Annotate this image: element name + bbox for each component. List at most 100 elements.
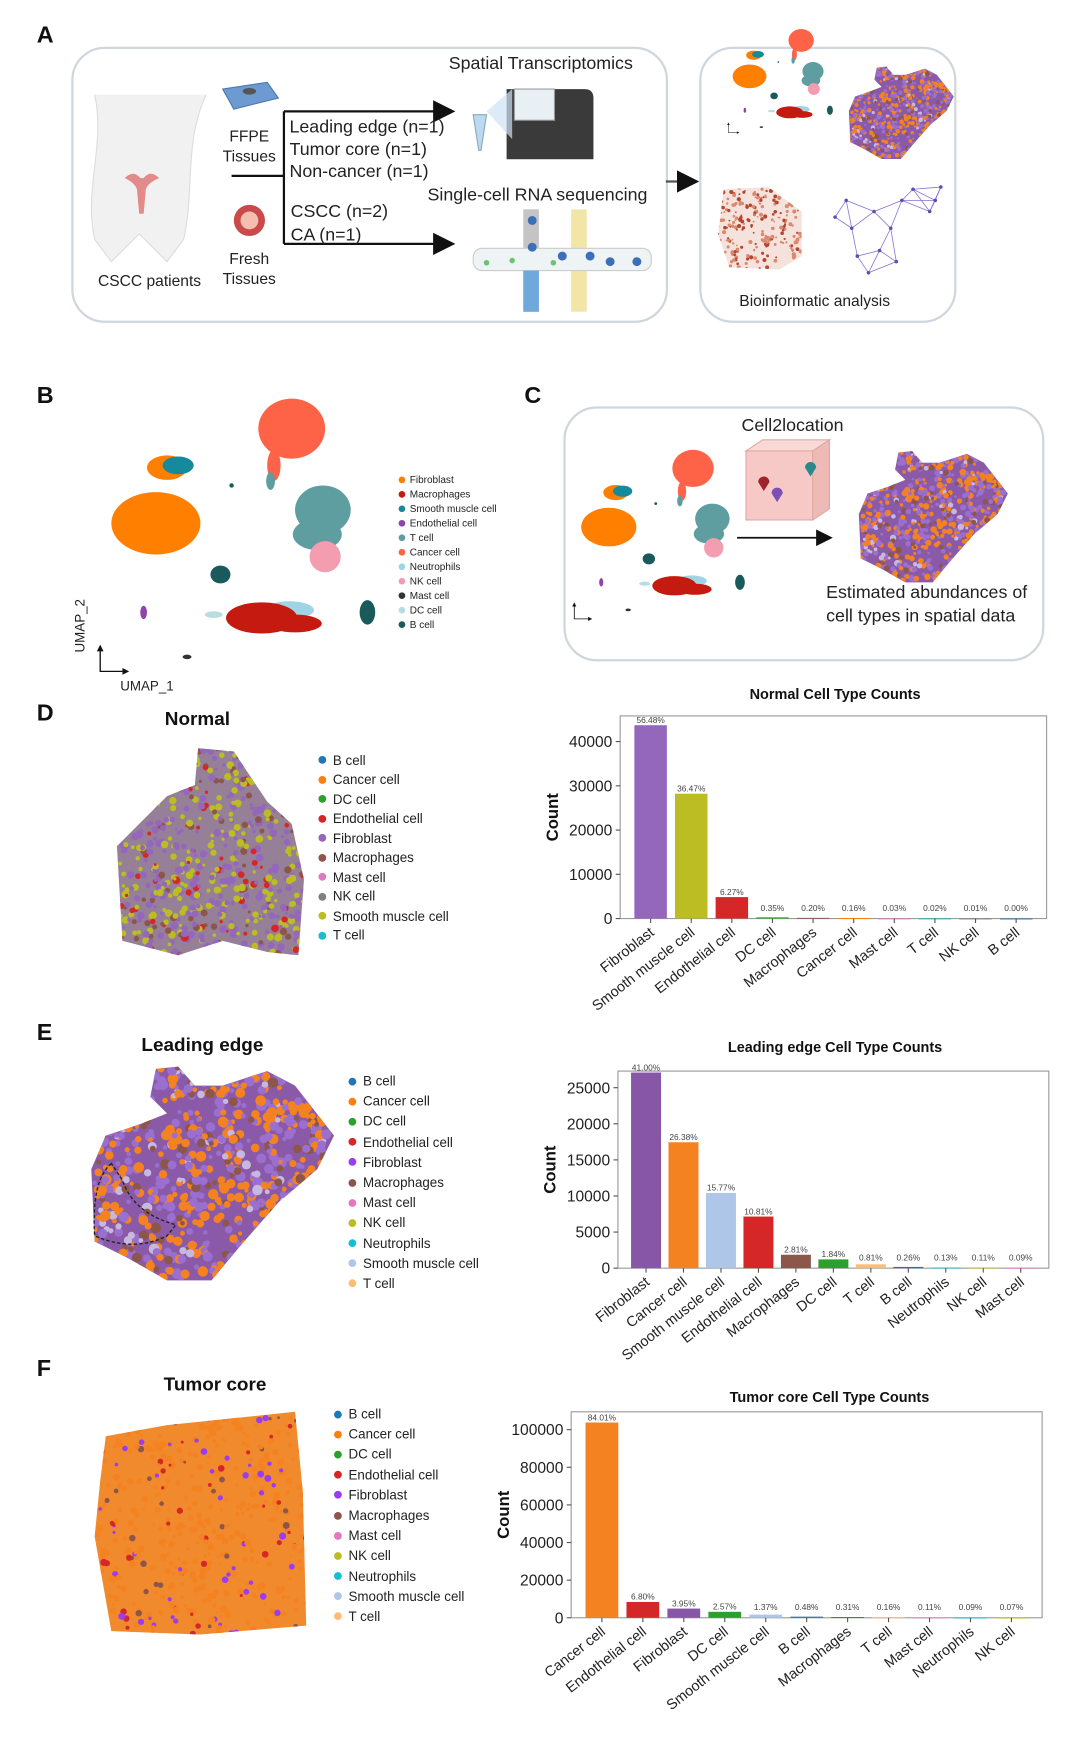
legend-label: Cancer cell: [362, 1093, 430, 1110]
umap-plot-c: [571, 449, 746, 622]
legend-swatch: [318, 814, 327, 823]
bar-data-label: 0.26%: [896, 1252, 920, 1262]
legend-item: Cancer cell: [334, 1424, 464, 1444]
bar-chart: Normal Cell Type Counts Count 0 10000 20000 3…: [543, 687, 1048, 1015]
network-edge: [834, 216, 852, 229]
cell-bead-icon: [527, 215, 537, 225]
y-tick-label: 20000: [567, 1116, 611, 1133]
legend-swatch: [334, 1410, 342, 1419]
legend-label: NK cell: [362, 1215, 406, 1231]
legend-label: Macrophages: [348, 1507, 430, 1524]
network-node: [849, 226, 854, 231]
legend-item: B cell: [348, 1071, 478, 1091]
y-tick-label: 0: [604, 911, 613, 928]
panel-label-a: A: [36, 22, 54, 48]
y-tick-label: 80000: [520, 1460, 564, 1477]
bar: [818, 1259, 849, 1269]
bar: [708, 1611, 742, 1618]
bar: [674, 793, 708, 919]
y-tick-label: 20000: [569, 823, 613, 840]
bar-data-label: 15.77%: [707, 1183, 736, 1193]
legend-item: Mast cell: [348, 1193, 478, 1213]
tube-icon: [472, 114, 488, 151]
legend-label: Smooth muscle cell: [348, 1588, 465, 1605]
legend-label: Mast cell: [332, 869, 386, 885]
umap-plot-b: [96, 397, 376, 676]
bar-data-label: 36.47%: [677, 783, 706, 793]
legend-item: Smooth muscle cell: [334, 1586, 464, 1606]
legend-swatch: [318, 775, 327, 784]
method-label: Cell2location: [741, 416, 844, 436]
y-axis-label: Count: [541, 1145, 560, 1194]
legend-swatch: [334, 1612, 342, 1621]
bar: [930, 1267, 961, 1269]
legend-label: Fibroblast: [409, 473, 454, 485]
legend-swatch: [398, 490, 406, 498]
cell2location-tissue-map: [857, 449, 1010, 585]
bar: [667, 1608, 701, 1618]
bar: [668, 1142, 699, 1269]
legend-swatch: [348, 1138, 357, 1146]
laser-beam: [486, 89, 513, 140]
network-node: [933, 198, 938, 203]
legend-swatch: [348, 1239, 357, 1248]
normal-tissue-map: [113, 745, 305, 959]
legend-swatch: [318, 931, 327, 940]
umap-plot-analysis: [726, 28, 834, 135]
legend-swatch: [318, 756, 327, 765]
legend-swatch: [348, 1077, 357, 1086]
network-edge: [851, 211, 875, 229]
cell-bead-icon: [605, 257, 615, 267]
legend-item: Endothelial cell: [318, 809, 448, 828]
legend-swatch: [348, 1259, 357, 1268]
network-edge: [912, 188, 936, 201]
legend-item: DC cell: [334, 1444, 464, 1464]
legend-swatch: [348, 1097, 357, 1106]
cell-bead-icon: [632, 257, 642, 267]
bar: [831, 1617, 864, 1618]
legend-label: Mast cell: [362, 1194, 416, 1211]
network-edge: [856, 255, 869, 273]
bar: [634, 725, 667, 919]
legend-swatch: [334, 1450, 342, 1459]
legend-item: Fibroblast: [318, 828, 448, 847]
bar-data-label: 26.38%: [669, 1132, 698, 1142]
x-tick-label: DC cell: [794, 1274, 841, 1315]
legend-swatch: [348, 1117, 357, 1126]
legend-item: DC cell: [348, 1112, 478, 1132]
x-tick-label: B cell: [985, 925, 1023, 959]
x-tick-label: T cell: [841, 1274, 878, 1308]
legend-label: Endothelial cell: [348, 1467, 439, 1483]
network-edge: [912, 189, 931, 212]
bar: [743, 1216, 774, 1269]
network-node: [927, 209, 932, 214]
leading-edge-legend: B cell Cancer cell DC cell Endothelial cell…: [348, 1071, 479, 1294]
legend-swatch: [398, 606, 406, 613]
legend-swatch: [398, 548, 406, 556]
legend-label: B cell: [348, 1406, 382, 1422]
legend-item: T cell: [398, 530, 497, 544]
y-tick-label: 40000: [520, 1535, 564, 1552]
tumor-core-title: Tumor core: [163, 1373, 267, 1396]
legend-item: Cancer cell: [398, 544, 497, 558]
network-edge: [834, 200, 847, 218]
chart-title: Leading edge Cell Type Counts: [728, 1040, 942, 1056]
legend-swatch: [318, 873, 327, 881]
legend-item: Macrophages: [398, 487, 497, 501]
legend-label: T cell: [348, 1608, 381, 1625]
legend-item: Fibroblast: [348, 1152, 478, 1172]
network-edge: [901, 189, 914, 201]
legend-swatch: [348, 1178, 357, 1187]
legend-swatch: [334, 1551, 342, 1560]
normal-title: Normal: [164, 708, 231, 730]
legend-label: B cell: [409, 618, 435, 630]
legend-label: DC cell: [348, 1446, 392, 1463]
legend-item: Neutrophils: [348, 1233, 478, 1253]
legend-label: Fibroblast: [362, 1154, 422, 1171]
network-node: [844, 198, 848, 203]
legend-swatch: [398, 620, 406, 628]
legend-label: B cell: [362, 1073, 396, 1090]
network-edge: [873, 211, 891, 229]
bar-data-label: 0.01%: [964, 903, 988, 913]
